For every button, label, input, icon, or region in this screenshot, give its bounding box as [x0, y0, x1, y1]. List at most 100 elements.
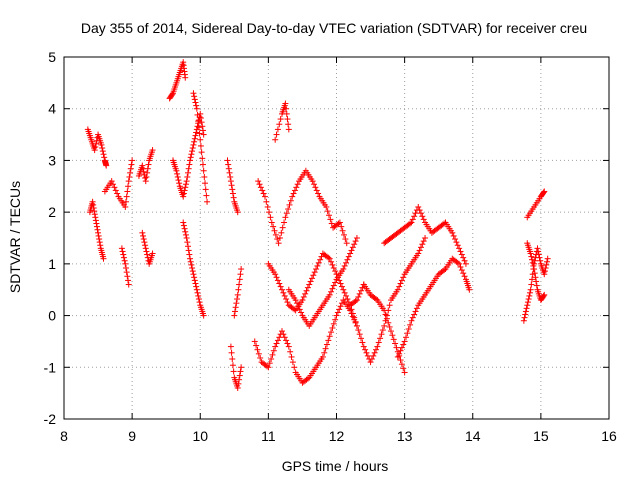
- data-point: [520, 317, 527, 324]
- y-tick-label: 5: [48, 49, 56, 65]
- data-point-interp: [192, 99, 199, 106]
- data-point-interp: [274, 126, 281, 133]
- data-point-interp: [336, 277, 343, 284]
- data-point: [238, 266, 245, 273]
- data-point-interp: [185, 165, 192, 172]
- data-point-interp: [269, 351, 276, 358]
- data-point-interp: [189, 148, 196, 155]
- data-point-interp: [276, 334, 283, 341]
- data-point-interp: [281, 334, 288, 341]
- data-point: [234, 209, 241, 216]
- data-point-interp: [457, 248, 464, 255]
- data-point-interp: [191, 135, 198, 142]
- data-point-interp: [529, 256, 536, 263]
- data-point-interp: [441, 267, 448, 274]
- data-point-interp: [140, 236, 147, 243]
- data-point-interp: [310, 272, 317, 279]
- data-point-interp: [144, 165, 151, 172]
- data-point-interp: [121, 257, 128, 264]
- data-point-interp: [193, 283, 200, 290]
- data-point-interp: [294, 181, 301, 188]
- data-point-interp: [457, 263, 464, 270]
- y-tick-label: -1: [44, 359, 57, 375]
- data-point-interp: [338, 283, 345, 290]
- data-point-interp: [93, 140, 100, 147]
- data-point-interp: [260, 190, 267, 197]
- data-point-interp: [344, 256, 351, 263]
- data-point: [353, 297, 360, 304]
- data-point-interp: [276, 235, 283, 241]
- data-point-interp: [296, 306, 303, 313]
- data-point: [98, 141, 105, 148]
- data-point-interp: [195, 292, 202, 299]
- data-point-interp: [416, 207, 423, 214]
- x-tick-label: 8: [60, 428, 68, 444]
- data-point-interp: [397, 280, 404, 287]
- data-point-interp: [225, 161, 232, 168]
- data-point: [125, 281, 132, 288]
- data-point-interp: [523, 305, 530, 312]
- data-point: [347, 302, 354, 309]
- data-point-interp: [120, 254, 127, 261]
- data-point-interp: [256, 181, 263, 188]
- data-point-interp: [280, 331, 287, 338]
- data-point: [231, 312, 238, 319]
- data-point-interp: [142, 175, 149, 182]
- data-point: [200, 167, 207, 174]
- data-point-interp: [295, 303, 302, 310]
- data-point-interp: [93, 223, 100, 230]
- data-point-interp: [356, 290, 363, 297]
- data-point-interp: [257, 184, 264, 191]
- data-point: [118, 245, 125, 252]
- data-point: [261, 193, 268, 200]
- data-point-interp: [283, 296, 290, 303]
- data-point-interp: [396, 352, 403, 359]
- data-point-interp: [235, 286, 242, 293]
- y-tick-label: 2: [48, 204, 56, 220]
- data-point-interp: [338, 223, 345, 230]
- data-point-interp: [452, 236, 459, 243]
- data-point-interp: [281, 292, 288, 299]
- data-point-interp: [174, 170, 181, 177]
- data-point-interp: [272, 231, 279, 238]
- data-point-interp: [95, 232, 102, 239]
- data-point-interp: [378, 331, 385, 338]
- data-point-interp: [307, 278, 314, 285]
- data-point-interp: [237, 368, 244, 375]
- data-point-interp: [181, 187, 188, 194]
- data-point: [401, 338, 408, 345]
- data-point-interp: [274, 277, 281, 284]
- data-point-interp: [363, 349, 370, 356]
- data-point-interp: [300, 293, 307, 300]
- data-point-interp: [96, 236, 103, 243]
- data-point-interp: [291, 306, 298, 313]
- data-point-interp: [332, 279, 339, 286]
- data-point: [394, 353, 401, 360]
- data-point: [408, 219, 415, 226]
- data-point-interp: [194, 111, 201, 118]
- data-point: [234, 291, 241, 298]
- data-point: [422, 235, 429, 241]
- data-point-interp: [202, 186, 209, 193]
- y-axis-label: SDTVAR / TECUs: [7, 181, 23, 293]
- data-point-interp: [140, 232, 147, 239]
- data-point-interp: [409, 216, 416, 223]
- data-point-interp: [530, 262, 537, 269]
- data-point-interp: [460, 254, 467, 261]
- data-point-interp: [123, 193, 130, 200]
- data-point-interp: [143, 173, 150, 180]
- data-point-interp: [198, 119, 205, 126]
- data-point-interp: [189, 268, 196, 275]
- data-point-interp: [325, 337, 332, 344]
- data-point-interp: [323, 341, 330, 348]
- data-point-interp: [536, 254, 543, 261]
- data-point-interp: [417, 210, 424, 217]
- data-point-interp: [271, 227, 278, 234]
- data-point: [149, 250, 156, 257]
- data-point: [534, 245, 541, 252]
- data-point-interp: [169, 91, 176, 98]
- data-point-interp: [144, 169, 151, 176]
- data-point-interp: [533, 282, 540, 289]
- data-point: [319, 353, 326, 360]
- data-point: [238, 364, 245, 371]
